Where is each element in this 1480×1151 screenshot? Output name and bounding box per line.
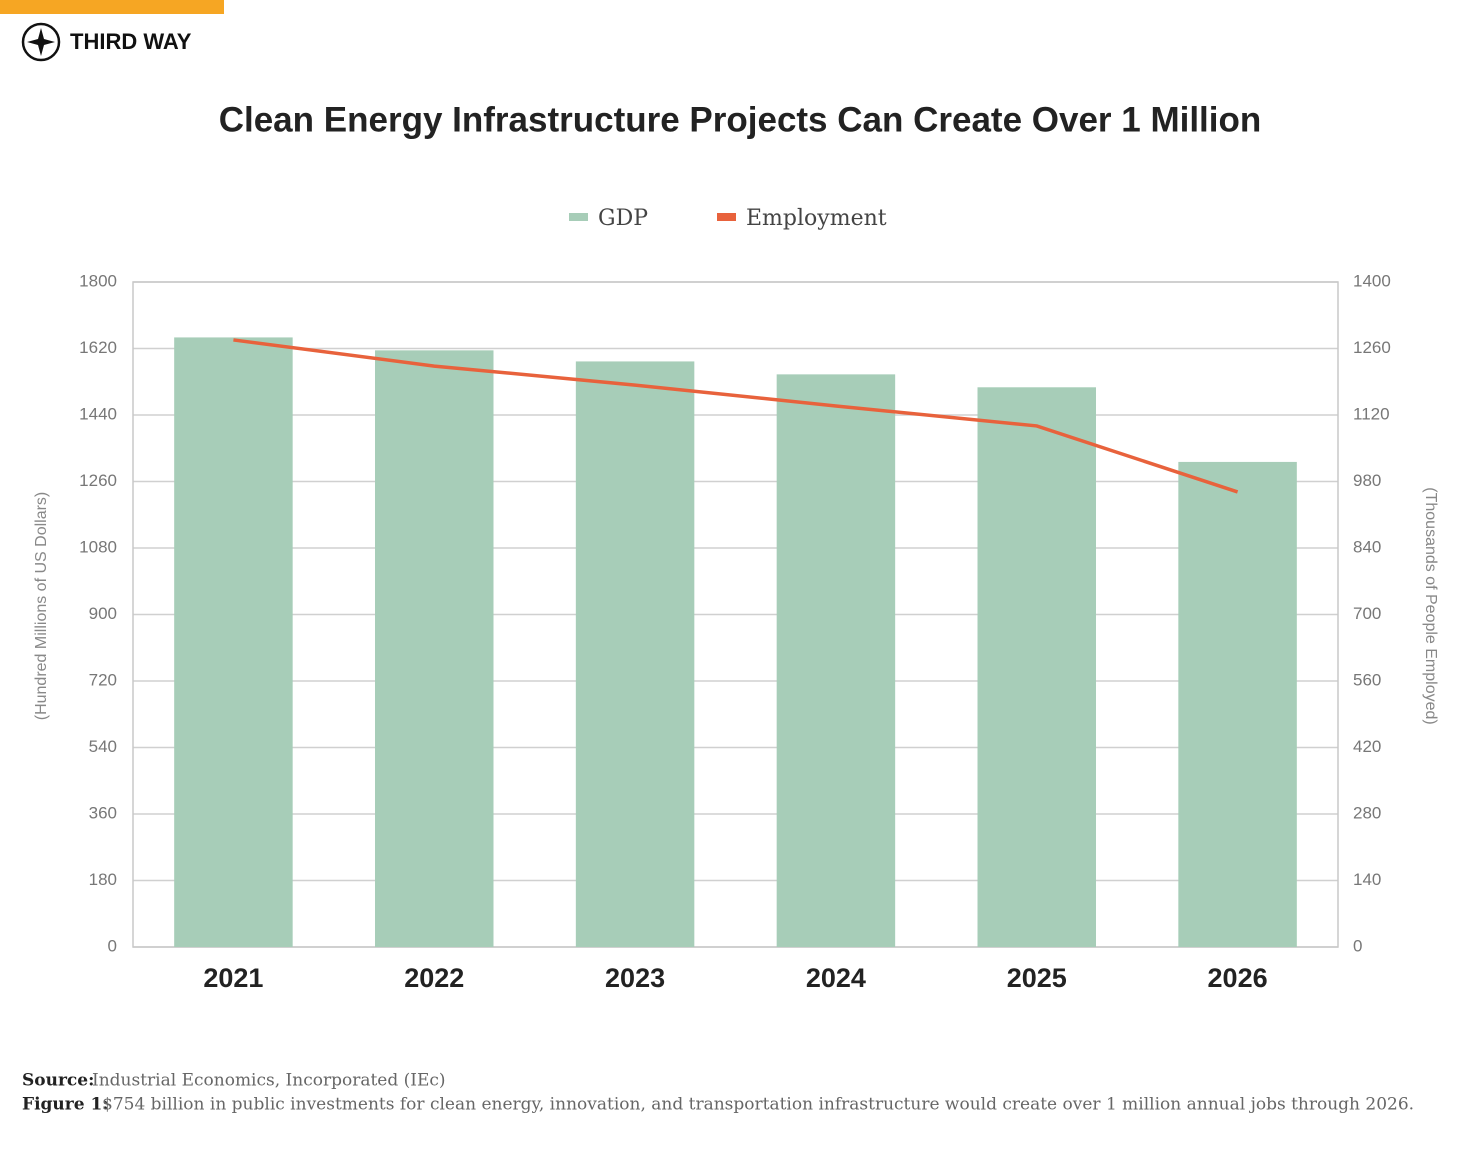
- x-tick-label: 2025: [1007, 963, 1067, 993]
- y2-tick-label: 700: [1353, 604, 1381, 623]
- x-tick-label: 2023: [605, 963, 665, 993]
- x-tick-label: 2022: [404, 963, 464, 993]
- y2-tick-label: 0: [1353, 936, 1362, 955]
- x-tick-label: 2024: [806, 963, 866, 993]
- brand-bar: [0, 0, 224, 14]
- y2-tick-label: 420: [1353, 737, 1381, 756]
- bar: [174, 337, 293, 948]
- brand: THIRD WAY: [70, 29, 192, 54]
- bar: [575, 361, 695, 947]
- y-tick-label: 900: [89, 604, 117, 623]
- logo: [21, 22, 61, 62]
- y2-axis-title: (Thousands of People Employed): [1422, 487, 1439, 724]
- bar: [977, 387, 1096, 948]
- legend-swatch: [569, 213, 588, 221]
- y-tick-label: 1260: [79, 471, 117, 490]
- legend-swatch: [717, 213, 736, 221]
- y2-tick-label: 280: [1353, 803, 1381, 822]
- plot-frame: [132, 281, 1339, 948]
- y-tick-label: 1080: [79, 537, 117, 556]
- bar: [375, 350, 494, 947]
- y-tick-label: 0: [108, 936, 117, 955]
- y2-tick-label: 980: [1353, 471, 1381, 490]
- y-tick-label: 1800: [79, 271, 117, 290]
- y2-tick-label: 1120: [1353, 404, 1390, 423]
- y-tick-label: 1440: [79, 404, 117, 423]
- y2-tick-label: 1260: [1353, 338, 1391, 357]
- y-axis-title: (Hundred Millions of US Dollars): [33, 492, 50, 721]
- bar: [1178, 461, 1297, 947]
- x-tick-label: 2021: [203, 963, 263, 993]
- figure-label: Figure 1:: [22, 1095, 109, 1115]
- chart-title: Clean Energy Infrastructure Projects Can…: [219, 100, 1262, 139]
- y2-tick-label: 560: [1353, 670, 1381, 689]
- source-text: Industrial Economics, Incorporated (IEc): [92, 1071, 446, 1091]
- y-tick-label: 1620: [79, 338, 117, 357]
- x-tick-label: 2026: [1208, 963, 1268, 993]
- source-label: Source:: [22, 1071, 94, 1091]
- bar: [776, 374, 896, 948]
- y-tick-label: 360: [89, 803, 117, 822]
- y2-tick-label: 1400: [1353, 271, 1391, 290]
- y2-tick-label: 140: [1353, 870, 1381, 889]
- legend-label: Employment: [746, 206, 887, 231]
- line: [233, 338, 1239, 494]
- y-tick-label: 540: [89, 737, 117, 756]
- y-tick-label: 180: [89, 870, 117, 889]
- y-tick-label: 720: [89, 670, 117, 689]
- y2-tick-label: 840: [1353, 537, 1381, 556]
- legend-label: GDP: [598, 206, 648, 231]
- figure-text: $754 billion in public investments for c…: [102, 1095, 1414, 1115]
